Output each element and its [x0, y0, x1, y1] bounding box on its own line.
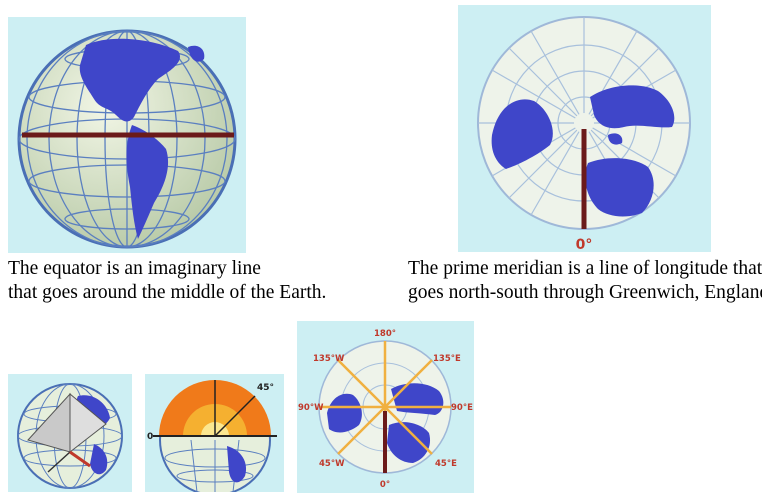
prime-meridian-caption: The prime meridian is a line of longitud… — [408, 257, 762, 305]
lon-45w-label: 45°W — [319, 459, 345, 469]
prime-meridian-svg: 0° — [477, 16, 691, 252]
prime-meridian-image: 0° — [458, 5, 711, 252]
angle-45-label: 45° — [257, 383, 274, 393]
equator-globe-svg — [17, 29, 237, 249]
prime-meridian-caption-line2: goes north-south through Greenwich, Engl… — [408, 282, 762, 303]
hemisphere-angle-svg: 45° 0 — [147, 380, 277, 492]
lon-90e-label: 90°E — [451, 403, 473, 413]
equator-caption-line2: that goes around the middle of the Earth… — [8, 282, 327, 303]
lon-180-label: 180° — [374, 329, 396, 339]
land-americas — [79, 38, 205, 239]
equator-globe-image — [8, 17, 246, 253]
lon-135w-label: 135°W — [313, 354, 345, 364]
north-pole — [574, 113, 594, 133]
longitude-wheel-svg: 180° 135°W 135°E 90°W 90°E 45°W 45°E 0° — [298, 329, 473, 490]
axis-line — [47, 451, 71, 473]
lon-135e-label: 135°E — [433, 354, 461, 364]
longitude-wheel-image: 180° 135°W 135°E 90°W 90°E 45°W 45°E 0° — [297, 321, 474, 493]
lon-90w-label: 90°W — [298, 403, 324, 413]
latitude-angle-svg — [17, 383, 123, 489]
prime-meridian-zero-label: 0° — [576, 237, 593, 252]
longitude-labels: 180° 135°W 135°E 90°W 90°E 45°W 45°E 0° — [298, 329, 473, 490]
lon-0-label: 0° — [380, 480, 390, 490]
lon-45e-label: 45°E — [435, 459, 457, 469]
angle-plane-right — [69, 392, 107, 454]
hemisphere-angle-image: 45° 0 — [145, 374, 284, 492]
equator-caption: The equator is an imaginary line that go… — [8, 257, 326, 305]
angle-0-label: 0 — [147, 432, 153, 442]
angle-45-line — [214, 395, 256, 437]
polar-land — [491, 85, 675, 217]
equator-caption-line1: The equator is an imaginary line — [8, 258, 261, 279]
hemisphere-grid — [164, 439, 266, 492]
hemisphere-land — [227, 446, 247, 483]
prime-meridian-caption-line1: The prime meridian is a line of longitud… — [408, 258, 762, 279]
latitude-angle-globe-image — [8, 374, 132, 492]
latitude-angle-line — [69, 450, 91, 468]
